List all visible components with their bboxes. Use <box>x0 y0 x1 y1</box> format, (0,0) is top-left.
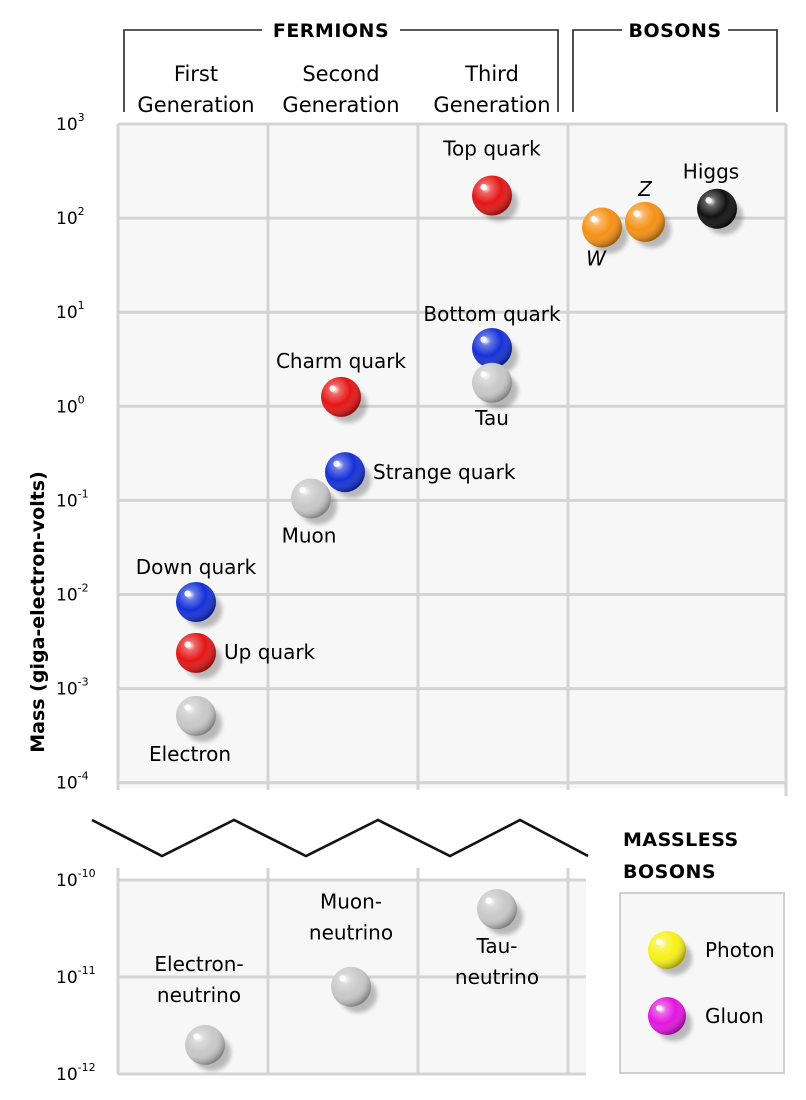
down-quark-label: Down quark <box>136 555 257 579</box>
z-boson-marker <box>625 201 671 248</box>
tau-label: Tau <box>474 406 509 430</box>
column-headers: First Generation Second Generation Third Gene… <box>137 62 550 117</box>
y-tick-label: 10-12 <box>56 1061 96 1085</box>
y-tick-label: 101 <box>56 299 85 323</box>
column-header-gen1: Generation <box>137 93 254 117</box>
header-brackets <box>123 29 778 112</box>
charm-quark-marker <box>321 376 367 423</box>
gluon-marker <box>648 997 693 1042</box>
y-axis-label: Mass (giga-electron-volts) <box>27 471 49 753</box>
bosons-header: BOSONS <box>628 20 721 42</box>
tau-neutrino-label: Tau-neutrino <box>455 934 539 989</box>
up-quark-label: Up quark <box>224 640 316 664</box>
massless-header-line1: MASSLESS <box>623 829 739 851</box>
column-header-gen2: Second <box>302 62 379 86</box>
y-tick-label: 10-2 <box>56 582 89 606</box>
y-tick-label: 10-4 <box>56 770 89 794</box>
y-tick-label: 10-1 <box>56 487 89 511</box>
y-axis-ticks: 103 102 101 100 10-1 10-2 10-3 10-4 10-10 10-11 10… <box>56 111 96 1085</box>
bottom-quark-label: Bottom quark <box>423 302 561 326</box>
tau-marker <box>472 362 518 409</box>
higgs-marker <box>697 188 743 235</box>
w-boson-marker <box>582 207 628 254</box>
y-tick-label: 10-11 <box>56 964 96 988</box>
column-header-gen3: Generation <box>433 93 550 117</box>
y-tick-label: 100 <box>56 393 85 417</box>
strange-quark-label: Strange quark <box>373 460 516 484</box>
top-quark-marker <box>472 175 518 222</box>
muon-neutrino-label: Muon-neutrino <box>309 890 393 945</box>
column-header-gen2: Generation <box>282 93 399 117</box>
tau-neutrino-marker <box>477 889 523 936</box>
column-header-gen3: Third <box>464 62 519 86</box>
massless-bosons-panel: MASSLESS BOSONS Photon Gluon <box>619 829 785 1074</box>
z-boson-label: Z <box>637 177 653 201</box>
higgs-label: Higgs <box>683 160 739 184</box>
electron-marker <box>176 695 222 742</box>
gluon-label: Gluon <box>705 1004 764 1028</box>
strange-quark-marker <box>325 452 371 499</box>
electron-neutrino-marker <box>185 1024 231 1071</box>
photon-marker <box>648 931 693 976</box>
charm-quark-label: Charm quark <box>276 349 406 373</box>
w-boson-label: W <box>586 247 607 271</box>
y-tick-label: 10-3 <box>56 676 89 700</box>
electron-label: Electron <box>149 742 231 766</box>
photon-label: Photon <box>705 938 775 962</box>
y-tick-label: 103 <box>56 111 85 135</box>
y-tick-label: 10-10 <box>56 867 96 891</box>
upper-grid <box>116 122 788 796</box>
muon-marker <box>291 478 337 525</box>
massless-header-line2: BOSONS <box>623 861 716 883</box>
down-quark-marker <box>176 582 222 629</box>
fermions-header: FERMIONS <box>273 20 389 42</box>
muon-neutrino-marker <box>331 966 377 1013</box>
column-header-gen1: First <box>174 62 218 86</box>
top-quark-label: Top quark <box>442 137 541 161</box>
up-quark-marker <box>176 632 222 679</box>
axis-break <box>90 790 592 868</box>
muon-label: Muon <box>282 524 337 548</box>
y-tick-label: 102 <box>56 205 85 229</box>
particles: Top quark Bottom quark Tau Charm quark Stran… <box>136 137 743 1071</box>
electron-neutrino-label: Electron-neutrino <box>154 952 243 1007</box>
